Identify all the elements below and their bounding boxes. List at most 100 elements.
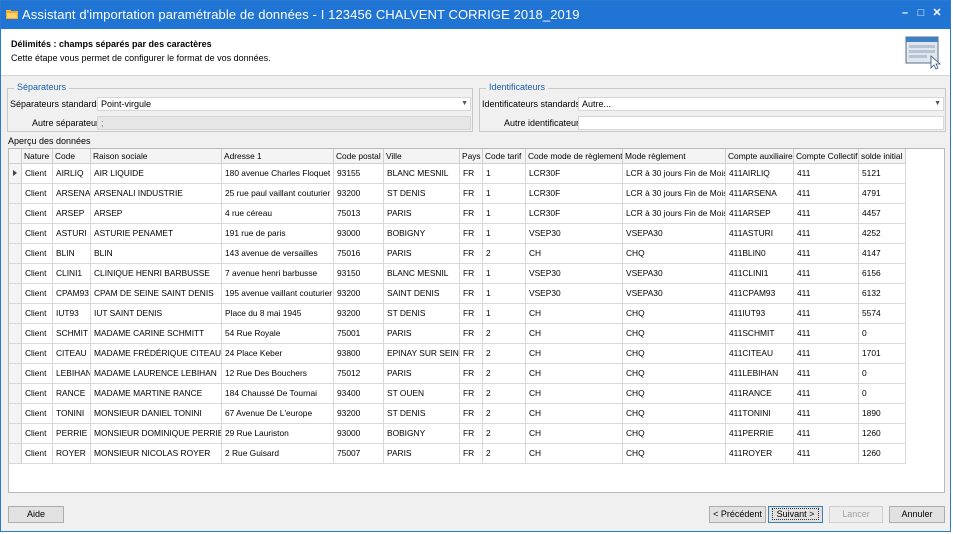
table-cell[interactable]: 75016: [334, 244, 384, 264]
row-selector[interactable]: [9, 204, 22, 224]
table-cell[interactable]: 411CPAM93: [726, 284, 794, 304]
minimize-button[interactable]: –: [901, 7, 909, 19]
table-cell[interactable]: PARIS: [384, 204, 460, 224]
table-cell[interactable]: PERRIE: [53, 424, 91, 444]
column-header[interactable]: Code mode de règlement: [526, 149, 623, 164]
table-cell[interactable]: TONINI: [53, 404, 91, 424]
table-cell[interactable]: PARIS: [384, 324, 460, 344]
row-selector[interactable]: [9, 164, 22, 184]
table-cell[interactable]: CLINIQUE HENRI BARBUSSE: [91, 264, 222, 284]
table-cell[interactable]: 6156: [859, 264, 906, 284]
table-cell[interactable]: 411: [794, 424, 859, 444]
row-selector[interactable]: [9, 424, 22, 444]
table-cell[interactable]: FR: [460, 284, 483, 304]
table-cell[interactable]: 1: [483, 204, 526, 224]
table-cell[interactable]: MONSIEUR NICOLAS ROYER: [91, 444, 222, 464]
table-cell[interactable]: ST OUEN: [384, 384, 460, 404]
table-cell[interactable]: 0: [859, 384, 906, 404]
maximize-button[interactable]: □: [917, 7, 925, 19]
table-cell[interactable]: MONSIEUR DANIEL TONINI: [91, 404, 222, 424]
table-cell[interactable]: 75001: [334, 324, 384, 344]
table-cell[interactable]: FR: [460, 164, 483, 184]
table-cell[interactable]: CH: [526, 344, 623, 364]
table-cell[interactable]: CH: [526, 244, 623, 264]
table-cell[interactable]: 0: [859, 364, 906, 384]
title-bar[interactable]: Assistant d'importation paramétrable de …: [1, 1, 950, 29]
table-cell[interactable]: FR: [460, 224, 483, 244]
table-cell[interactable]: CHQ: [623, 364, 726, 384]
table-cell[interactable]: FR: [460, 444, 483, 464]
table-cell[interactable]: 93000: [334, 224, 384, 244]
table-cell[interactable]: 411: [794, 224, 859, 244]
table-cell[interactable]: ST DENIS: [384, 304, 460, 324]
table-cell[interactable]: 1: [483, 224, 526, 244]
table-cell[interactable]: 2: [483, 364, 526, 384]
table-cell[interactable]: VSEP30: [526, 224, 623, 244]
table-cell[interactable]: MONSIEUR DOMINIQUE PERRIER: [91, 424, 222, 444]
table-cell[interactable]: 75007: [334, 444, 384, 464]
table-cell[interactable]: LCR à 30 jours Fin de Mois: [623, 184, 726, 204]
table-cell[interactable]: 411ARSENA: [726, 184, 794, 204]
table-cell[interactable]: FR: [460, 344, 483, 364]
table-cell[interactable]: LEBIHAN: [53, 364, 91, 384]
table-cell[interactable]: MADAME MARTINE RANCE: [91, 384, 222, 404]
column-header[interactable]: Ville: [384, 149, 460, 164]
table-cell[interactable]: 411IUT93: [726, 304, 794, 324]
table-cell[interactable]: ROYER: [53, 444, 91, 464]
table-cell[interactable]: 2: [483, 384, 526, 404]
table-cell[interactable]: FR: [460, 324, 483, 344]
cancel-button[interactable]: Annuler: [889, 506, 945, 523]
table-cell[interactable]: 4791: [859, 184, 906, 204]
table-cell[interactable]: Client: [22, 224, 53, 244]
other-identifier-input[interactable]: [578, 116, 944, 130]
table-cell[interactable]: 24 Place Keber: [222, 344, 334, 364]
table-cell[interactable]: 5574: [859, 304, 906, 324]
table-cell[interactable]: 411ARSEP: [726, 204, 794, 224]
table-cell[interactable]: 12 Rue Des Bouchers: [222, 364, 334, 384]
table-cell[interactable]: CHQ: [623, 324, 726, 344]
table-cell[interactable]: LCR à 30 jours Fin de Mois: [623, 204, 726, 224]
table-cell[interactable]: EPINAY SUR SEINE: [384, 344, 460, 364]
table-cell[interactable]: 411AIRLIQ: [726, 164, 794, 184]
table-cell[interactable]: 5121: [859, 164, 906, 184]
table-cell[interactable]: 4147: [859, 244, 906, 264]
table-cell[interactable]: CPAM93: [53, 284, 91, 304]
table-cell[interactable]: 2: [483, 404, 526, 424]
table-cell[interactable]: CHQ: [623, 384, 726, 404]
table-cell[interactable]: Client: [22, 184, 53, 204]
column-header[interactable]: solde initial: [859, 149, 906, 164]
table-cell[interactable]: VSEP30: [526, 284, 623, 304]
table-cell[interactable]: ASTURI: [53, 224, 91, 244]
table-cell[interactable]: FR: [460, 304, 483, 324]
table-cell[interactable]: RANCE: [53, 384, 91, 404]
table-cell[interactable]: BOBIGNY: [384, 424, 460, 444]
table-cell[interactable]: FR: [460, 244, 483, 264]
table-cell[interactable]: FR: [460, 204, 483, 224]
table-cell[interactable]: 93150: [334, 264, 384, 284]
table-cell[interactable]: IUT SAINT DENIS: [91, 304, 222, 324]
table-cell[interactable]: CLINI1: [53, 264, 91, 284]
table-cell[interactable]: 411: [794, 164, 859, 184]
row-selector[interactable]: [9, 304, 22, 324]
table-cell[interactable]: CH: [526, 384, 623, 404]
table-cell[interactable]: 93200: [334, 184, 384, 204]
table-cell[interactable]: Client: [22, 244, 53, 264]
table-cell[interactable]: PARIS: [384, 364, 460, 384]
table-cell[interactable]: BLIN: [53, 244, 91, 264]
table-cell[interactable]: 1260: [859, 424, 906, 444]
launch-button[interactable]: Lancer: [829, 506, 883, 523]
table-cell[interactable]: 411: [794, 184, 859, 204]
table-cell[interactable]: CHQ: [623, 404, 726, 424]
close-button[interactable]: ✕: [932, 7, 942, 19]
table-cell[interactable]: 411ROYER: [726, 444, 794, 464]
table-cell[interactable]: CH: [526, 324, 623, 344]
table-cell[interactable]: 0: [859, 324, 906, 344]
row-selector[interactable]: [9, 344, 22, 364]
table-cell[interactable]: 411PERRIE: [726, 424, 794, 444]
table-cell[interactable]: Client: [22, 284, 53, 304]
table-cell[interactable]: 2: [483, 444, 526, 464]
table-cell[interactable]: PARIS: [384, 244, 460, 264]
other-separator-input[interactable]: ;: [97, 116, 471, 130]
row-selector[interactable]: [9, 264, 22, 284]
column-header[interactable]: Adresse 1: [222, 149, 334, 164]
